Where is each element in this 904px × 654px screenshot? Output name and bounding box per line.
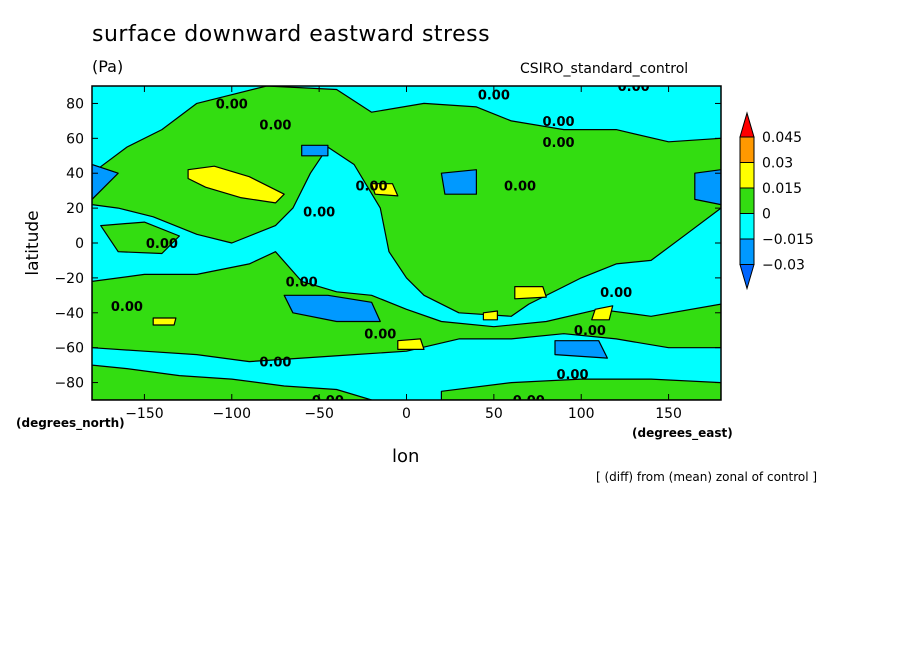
contour-region-9 — [591, 305, 614, 321]
x-tick-label: 0 — [402, 406, 411, 422]
legend-arrow-top — [739, 111, 755, 138]
contour-region-8 — [397, 338, 425, 350]
x-tick-label: 100 — [568, 406, 595, 422]
contour-label-1: 0.00 — [259, 118, 291, 133]
contour-region-2 — [92, 364, 373, 400]
y-tick-label: 40 — [66, 166, 84, 182]
y-tick-label: −20 — [54, 271, 84, 287]
y-tick-label: −80 — [54, 376, 84, 392]
contour-label-15: 0.00 — [259, 356, 291, 371]
contour-region-6 — [371, 183, 399, 197]
legend-label: 0 — [762, 207, 771, 223]
contour-label-6: 0.00 — [504, 179, 536, 194]
legend-arrow-bottom — [739, 264, 755, 291]
contour-region-16 — [554, 340, 609, 359]
legend-label: 0.015 — [762, 181, 802, 197]
contour-label-5: 0.00 — [618, 80, 650, 95]
contour-label-0: 0.00 — [216, 97, 248, 112]
contour-label-18: 0.00 — [513, 394, 545, 409]
contour-region-5 — [187, 165, 285, 204]
contour-label-14: 0.00 — [574, 324, 606, 339]
contour-region-11 — [482, 310, 498, 321]
y-tick-label: 80 — [66, 96, 84, 112]
contour-label-8: 0.00 — [303, 206, 335, 221]
x-tick-label: −50 — [304, 406, 334, 422]
y-tick-label: 0 — [75, 236, 84, 252]
contour-region-3 — [440, 378, 721, 400]
legend-band — [739, 213, 755, 240]
x-tick-label: 150 — [655, 406, 682, 422]
model-label: CSIRO_standard_control — [520, 61, 689, 77]
legend-band — [739, 162, 755, 189]
x-axis-units: (degrees_east) — [632, 426, 733, 440]
chart-title: surface downward eastward stress — [92, 22, 491, 47]
y-tick-label: −60 — [54, 341, 84, 357]
contour-region-10 — [152, 317, 177, 326]
contour-region-4 — [100, 221, 180, 255]
contour-region-7 — [514, 286, 547, 300]
axes: −150 −100 −50 0 50 100 150 80 60 40 20 0 −20 −40 −60 −8… — [54, 86, 721, 422]
legend-label: −0.03 — [762, 258, 805, 274]
contour-region-0 — [92, 86, 721, 317]
x-axis-label: lon — [392, 446, 420, 467]
footnote: [ (diff) from (mean) zonal of control ] — [596, 470, 818, 484]
x-tick-label: 50 — [485, 406, 503, 422]
legend-band — [739, 238, 755, 265]
contour-label-4: 0.00 — [542, 136, 574, 151]
contour-region-1 — [92, 251, 721, 363]
contour-label-10: 0.00 — [286, 275, 318, 290]
legend-label: −0.015 — [762, 232, 814, 248]
y-tick-label: −40 — [54, 306, 84, 322]
contour-label-7: 0.00 — [356, 179, 388, 194]
contour-label-11: 0.00 — [111, 300, 143, 315]
contour-label-9: 0.00 — [146, 237, 178, 252]
contour-region-15 — [694, 169, 721, 206]
contour-region-17 — [301, 144, 329, 157]
y-tick-label: 60 — [66, 131, 84, 147]
y-tick-label: 20 — [66, 201, 84, 217]
x-tick-label: −150 — [125, 406, 163, 422]
legend-label: 0.03 — [762, 156, 793, 172]
contour-region-13 — [440, 169, 477, 195]
legend-label: 0.045 — [762, 130, 802, 146]
legend-band — [739, 187, 755, 214]
y-axis-units: (degrees_north) — [16, 416, 125, 430]
contour-region-14 — [92, 163, 119, 200]
contour-label-17: 0.00 — [312, 394, 344, 409]
units-label: (Pa) — [92, 57, 124, 76]
plot-area: 0.00 0.00 0.00 0.00 0.00 0.00 0.00 0.00 0.00 0.00… — [91, 80, 722, 409]
legend-band — [739, 136, 755, 163]
contour-label-13: 0.00 — [600, 286, 632, 301]
contour-label-3: 0.00 — [542, 115, 574, 130]
contour-label-16: 0.00 — [556, 368, 588, 383]
contour-fills: 0.00 0.00 0.00 0.00 0.00 0.00 0.00 0.00 0.00 0.00… — [92, 80, 721, 409]
color-legend: 0.045 0.03 0.015 0 −0.015 −0.03 — [739, 111, 814, 291]
contour-label-2: 0.00 — [478, 89, 510, 104]
x-tick-label: −100 — [213, 406, 251, 422]
contour-region-12 — [283, 294, 381, 323]
contour-label-12: 0.00 — [364, 328, 396, 343]
